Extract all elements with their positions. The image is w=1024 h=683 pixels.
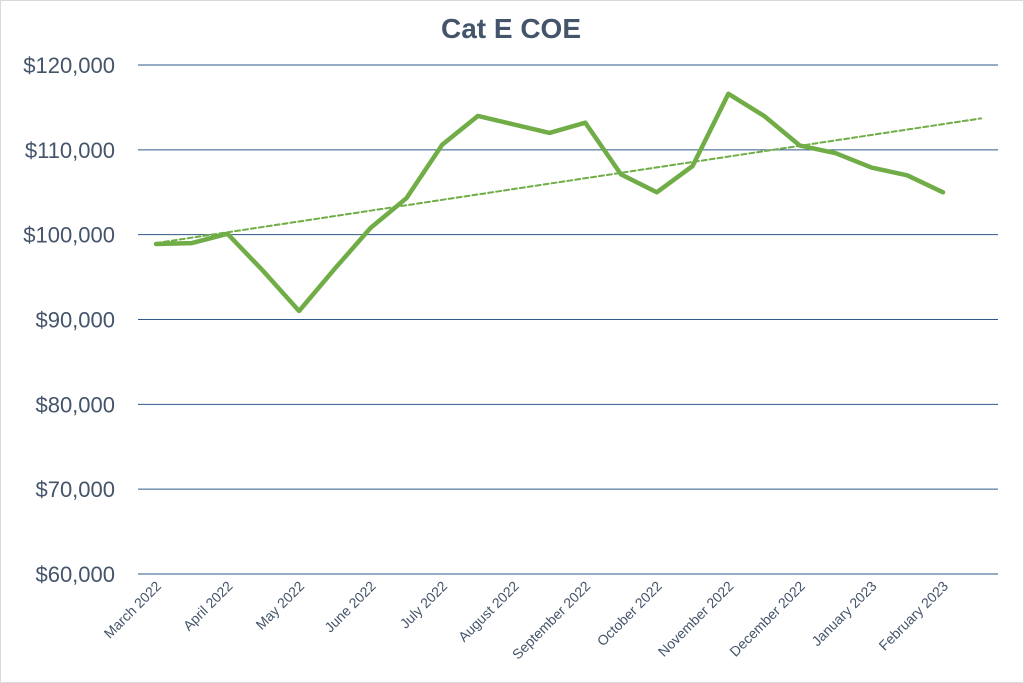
x-tick-label: September 2022: [509, 578, 594, 663]
x-tick-label: March 2022: [101, 578, 165, 642]
y-axis-ticks: $60,000 $70,000 $80,000 $90,000 $100,000 $110…: [23, 53, 115, 587]
x-tick-label: October 2022: [594, 578, 665, 649]
y-tick-label: $60,000: [35, 562, 115, 587]
x-axis-ticks: March 2022 April 2022 May 2022 June 2022 Jul…: [101, 578, 952, 663]
series-lines: [153, 91, 982, 314]
x-tick-label: August 2022: [455, 578, 522, 645]
trendline: [155, 117, 982, 245]
y-tick-label: $110,000: [25, 138, 115, 163]
x-tick-label: February 2023: [875, 578, 951, 654]
y-tick-label: $120,000: [23, 53, 115, 78]
x-tick-label: December 2022: [726, 578, 808, 660]
chart-title: Cat E COE: [441, 13, 581, 44]
y-tick-label: $70,000: [35, 477, 115, 502]
x-tick-label: November 2022: [655, 578, 737, 660]
x-tick-label: May 2022: [252, 578, 307, 633]
grid-lines: [138, 64, 998, 575]
x-tick-label: June 2022: [321, 578, 379, 636]
y-tick-label: $100,000: [23, 223, 115, 248]
series-line: [153, 91, 946, 314]
y-tick-label: $90,000: [35, 308, 115, 333]
x-tick-label: January 2023: [808, 578, 879, 649]
x-tick-label: April 2022: [180, 578, 236, 634]
y-tick-label: $80,000: [35, 392, 115, 417]
x-tick-label: July 2022: [397, 578, 451, 632]
